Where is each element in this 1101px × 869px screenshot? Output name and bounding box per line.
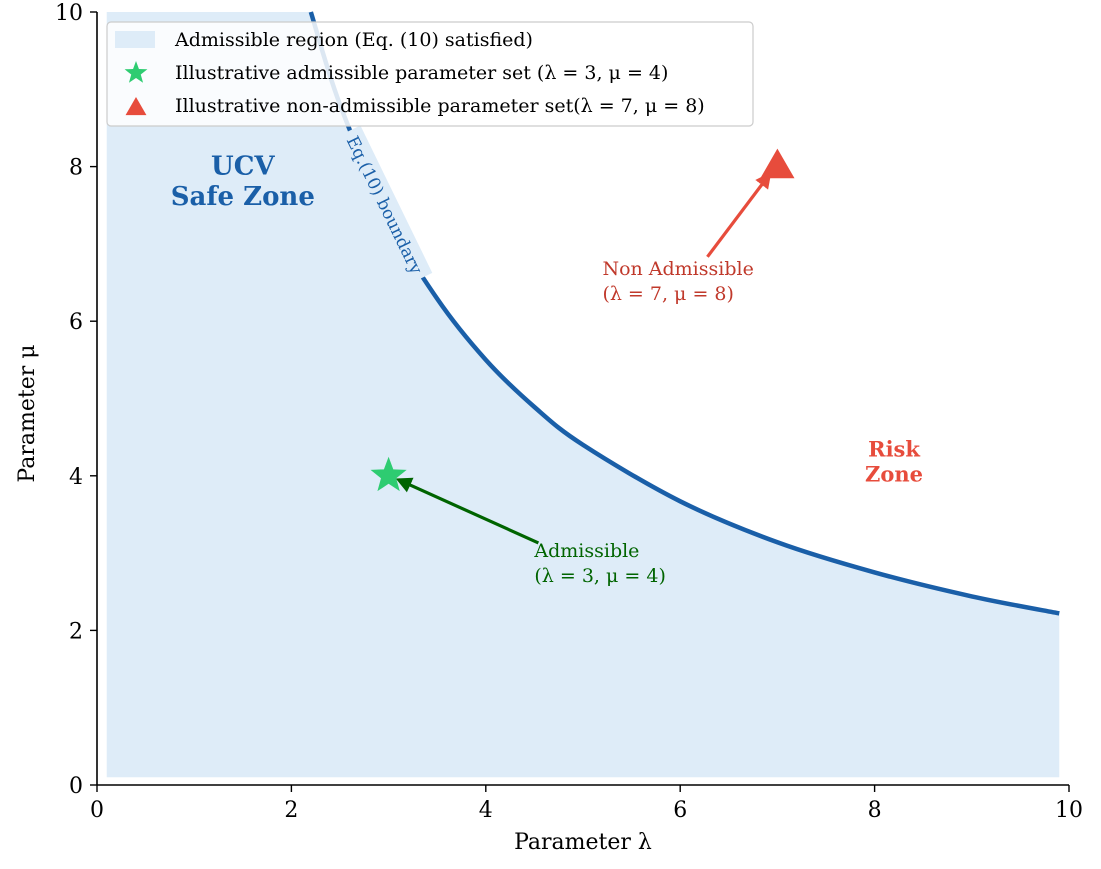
legend-swatch-region <box>115 31 155 48</box>
annotation-line1: Non Admissible <box>602 258 753 280</box>
legend: Admissible region (Eq. (10) satisfied) Il… <box>106 21 754 127</box>
x-tick-label: 0 <box>90 798 104 823</box>
legend-swatch-star <box>124 61 148 83</box>
zone-label-0: UCV Safe Zone <box>171 151 315 212</box>
y-tick-label: 0 <box>69 774 83 799</box>
y-tick-label: 2 <box>69 619 83 644</box>
legend-label-region: Admissible region (Eq. (10) satisfied) <box>174 29 533 51</box>
annotation-line1: Admissible <box>533 540 639 562</box>
annotation-arrow-0 <box>395 477 540 545</box>
annotation-line2: (λ = 7, μ = 8) <box>602 283 733 305</box>
point-annotation-0: Admissible (λ = 3, μ = 4) <box>533 540 665 587</box>
annotation-line2: (λ = 3, μ = 4) <box>534 565 665 587</box>
zone-label-line1: UCV <box>211 151 275 181</box>
zone-label-line2: Safe Zone <box>171 182 315 212</box>
x-tick-label: 10 <box>1055 798 1083 823</box>
legend-label-admissible: Illustrative admissible parameter set (λ… <box>175 62 668 84</box>
y-tick-label: 4 <box>69 465 83 490</box>
admissible-point-star <box>370 456 407 492</box>
zone-label-1: Risk Zone <box>865 436 923 486</box>
y-tick-label: 8 <box>69 156 83 181</box>
non-admissible-point-triangle <box>760 148 795 179</box>
annotation-arrow-1 <box>706 172 772 258</box>
legend-swatch-triangle <box>125 97 147 116</box>
boundary-label-gap <box>338 125 433 284</box>
x-tick-label: 4 <box>479 798 493 823</box>
y-tick-label: 6 <box>69 310 83 335</box>
zone-label-line1: Risk <box>868 436 920 461</box>
x-tick-label: 6 <box>673 798 687 823</box>
axes: 0 2 4 6 8 10 0 2 4 6 8 10 <box>55 1 1083 823</box>
legend-box <box>106 21 754 127</box>
y-tick-label: 10 <box>55 1 83 26</box>
y-axis-label: Parameter μ <box>15 344 40 482</box>
zone-label-line2: Zone <box>865 461 923 486</box>
x-tick-label: 8 <box>868 798 882 823</box>
legend-label-non-admissible: Illustrative non-admissible parameter se… <box>175 95 705 117</box>
x-axis-label: Parameter λ <box>514 830 652 855</box>
point-annotation-1: Non Admissible (λ = 7, μ = 8) <box>602 258 753 305</box>
x-tick-label: 2 <box>284 798 298 823</box>
admissible-region <box>106 12 1060 778</box>
